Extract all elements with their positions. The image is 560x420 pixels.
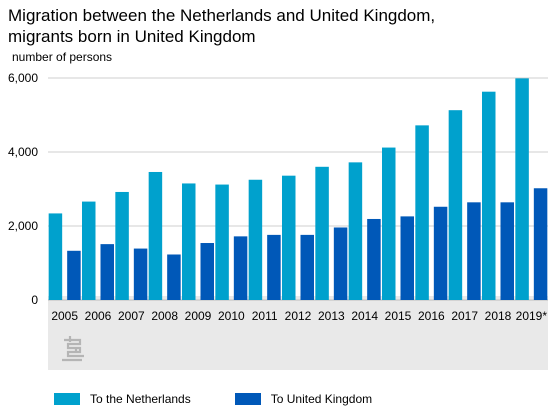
x-tick-label: 2011: [252, 309, 278, 323]
bar-netherlands: [515, 78, 529, 301]
bar-united-kingdom: [133, 248, 148, 300]
y-tick-labels: 0 2,000 4,000 6,000: [8, 71, 38, 307]
x-tick-label: 2007: [118, 309, 145, 323]
x-tick-label: 2010: [218, 309, 245, 323]
bar-netherlands: [148, 171, 163, 300]
x-tick-label: 2006: [85, 309, 112, 323]
bars: [48, 78, 548, 301]
legend-label-united-kingdom: To United Kingdom: [270, 392, 373, 406]
x-tick-label: 2012: [285, 309, 312, 323]
x-tick-label: 2014: [351, 309, 378, 323]
bar-united-kingdom: [367, 218, 381, 300]
bar-netherlands: [215, 184, 229, 300]
x-tick-label: 2018: [485, 309, 512, 323]
bar-united-kingdom: [500, 202, 514, 300]
x-tick-label: 2005: [51, 309, 78, 323]
legend-swatch-netherlands: [54, 393, 80, 405]
chart-title-line-1: Migration between the Netherlands and Un…: [8, 6, 436, 25]
plot-area-background: [48, 296, 548, 370]
y-tick-label: 2,000: [8, 219, 38, 233]
chart-title-line-2: migrants born in United Kingdom: [8, 27, 256, 46]
bar-netherlands: [82, 201, 96, 300]
bar-united-kingdom: [233, 236, 248, 300]
y-axis-label: number of persons: [12, 50, 113, 64]
y-tick-label: 4,000: [8, 145, 38, 159]
bar-united-kingdom: [400, 216, 414, 300]
bar-united-kingdom: [200, 243, 214, 300]
bar-united-kingdom: [300, 234, 314, 300]
bar-netherlands: [115, 191, 129, 300]
bar-netherlands: [382, 147, 396, 300]
gridlines: [48, 77, 548, 301]
bar-netherlands: [282, 175, 296, 300]
x-tick-label: 2009: [185, 309, 212, 323]
bar-united-kingdom: [467, 202, 481, 300]
bar-united-kingdom: [100, 244, 114, 300]
bar-netherlands: [48, 213, 63, 300]
bar-netherlands: [315, 166, 329, 300]
legend-swatch-united-kingdom: [234, 393, 261, 405]
x-tick-label: 2013: [318, 309, 345, 323]
x-tick-label: 2017: [451, 309, 478, 323]
x-tick-label: 2019*: [516, 309, 548, 323]
bar-united-kingdom: [333, 227, 348, 300]
y-tick-label: 6,000: [8, 71, 38, 85]
bar-netherlands: [182, 183, 196, 300]
chart-title: Migration between the Netherlands and Un…: [8, 5, 548, 47]
bar-netherlands: [448, 110, 463, 300]
legend: To the Netherlands To United Kingdom: [54, 392, 416, 406]
bar-united-kingdom: [267, 234, 281, 300]
legend-item-netherlands: To the Netherlands: [54, 392, 191, 406]
x-tick-labels: 2005 2006 2007 2008 2009 2010 2011 2012 2013 2014…: [51, 309, 547, 323]
x-tick-label: 2008: [151, 309, 178, 323]
bar-united-kingdom: [67, 250, 81, 300]
bar-netherlands: [348, 162, 363, 300]
bar-netherlands: [415, 125, 429, 300]
bar-united-kingdom: [433, 206, 448, 300]
cbs-logo-icon: [62, 336, 84, 362]
bar-united-kingdom: [533, 188, 548, 300]
legend-item-united-kingdom: To United Kingdom: [234, 392, 373, 406]
x-tick-label: 2015: [385, 309, 412, 323]
bar-netherlands: [248, 179, 263, 300]
y-tick-label: 0: [31, 293, 38, 307]
bar-netherlands: [482, 91, 496, 300]
x-tick-label: 2016: [418, 309, 445, 323]
bar-united-kingdom: [167, 254, 181, 300]
legend-label-netherlands: To the Netherlands: [90, 392, 191, 406]
